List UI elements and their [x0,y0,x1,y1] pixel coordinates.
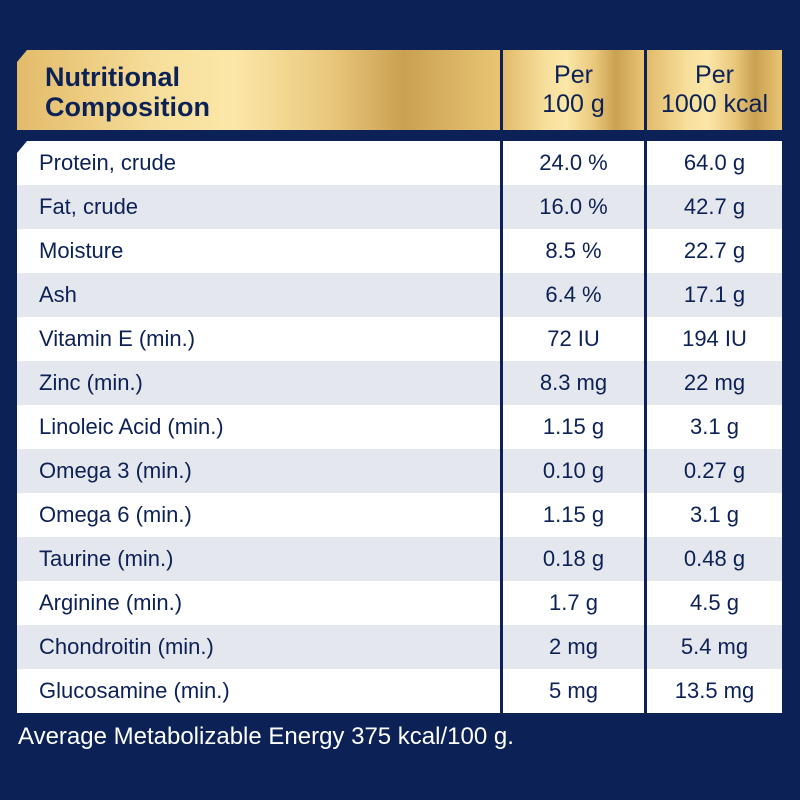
table-row: Linoleic Acid (min.) 1.15 g 3.1 g [17,405,782,449]
value-per-100g: 24.0 % [503,141,644,185]
value-per-1000kcal: 42.7 g [647,185,782,229]
value-per-100g: 16.0 % [503,185,644,229]
nutrient-name: Chondroitin (min.) [17,625,500,669]
nutrient-name: Omega 3 (min.) [17,449,500,493]
table-row: Omega 6 (min.) 1.15 g 3.1 g [17,493,782,537]
value-per-1000kcal: 3.1 g [647,405,782,449]
header-col3-line1: Per [695,61,734,89]
value-per-100g: 1.15 g [503,493,644,537]
value-per-1000kcal: 194 IU [647,317,782,361]
nutrient-name: Ash [17,273,500,317]
table-row: Vitamin E (min.) 72 IU 194 IU [17,317,782,361]
value-per-1000kcal: 64.0 g [647,141,782,185]
header-nutrient: Nutritional Composition [17,50,500,130]
nutrient-name: Moisture [17,229,500,273]
nutrient-name: Protein, crude [17,141,500,185]
energy-footnote: Average Metabolizable Energy 375 kcal/10… [18,723,514,750]
table-row: Omega 3 (min.) 0.10 g 0.27 g [17,449,782,493]
header-per-1000kcal: Per 1000 kcal [647,50,782,130]
table-row: Arginine (min.) 1.7 g 4.5 g [17,581,782,625]
table-row: Glucosamine (min.) 5 mg 13.5 mg [17,669,782,713]
nutrient-name: Fat, crude [17,185,500,229]
value-per-1000kcal: 3.1 g [647,493,782,537]
value-per-1000kcal: 17.1 g [647,273,782,317]
value-per-100g: 1.7 g [503,581,644,625]
nutrient-name: Zinc (min.) [17,361,500,405]
nutrient-name: Taurine (min.) [17,537,500,581]
value-per-1000kcal: 0.27 g [647,449,782,493]
header-col3-line2: 1000 kcal [660,90,769,118]
value-per-1000kcal: 22 mg [647,361,782,405]
value-per-100g: 5 mg [503,669,644,713]
header-col2-line1: Per [554,61,593,89]
table-row: Moisture 8.5 % 22.7 g [17,229,782,273]
value-per-1000kcal: 5.4 mg [647,625,782,669]
value-per-1000kcal: 4.5 g [647,581,782,625]
value-per-100g: 6.4 % [503,273,644,317]
value-per-100g: 0.18 g [503,537,644,581]
value-per-100g: 8.3 mg [503,361,644,405]
table-row: Taurine (min.) 0.18 g 0.48 g [17,537,782,581]
table-header: Nutritional Composition Per 100 g Per 10… [17,50,782,130]
nutrient-name: Omega 6 (min.) [17,493,500,537]
value-per-1000kcal: 22.7 g [647,229,782,273]
table-row: Fat, crude 16.0 % 42.7 g [17,185,782,229]
header-title-line1: Nutritional [45,62,180,92]
value-per-1000kcal: 13.5 mg [647,669,782,713]
value-per-1000kcal: 0.48 g [647,537,782,581]
nutrient-name: Glucosamine (min.) [17,669,500,713]
nutrient-name: Vitamin E (min.) [17,317,500,361]
nutrient-name: Arginine (min.) [17,581,500,625]
nutrition-table: Protein, crude 24.0 % 64.0 g Fat, crude 16.0… [17,141,782,713]
table-row: Protein, crude 24.0 % 64.0 g [17,141,782,185]
table-row: Chondroitin (min.) 2 mg 5.4 mg [17,625,782,669]
header-per-100g: Per 100 g [503,50,644,130]
table-row: Ash 6.4 % 17.1 g [17,273,782,317]
header-col2-line2: 100 g [542,90,605,118]
table-row: Zinc (min.) 8.3 mg 22 mg [17,361,782,405]
value-per-100g: 0.10 g [503,449,644,493]
header-title-line2: Composition [45,92,210,122]
value-per-100g: 1.15 g [503,405,644,449]
nutrient-name: Linoleic Acid (min.) [17,405,500,449]
value-per-100g: 72 IU [503,317,644,361]
value-per-100g: 8.5 % [503,229,644,273]
value-per-100g: 2 mg [503,625,644,669]
